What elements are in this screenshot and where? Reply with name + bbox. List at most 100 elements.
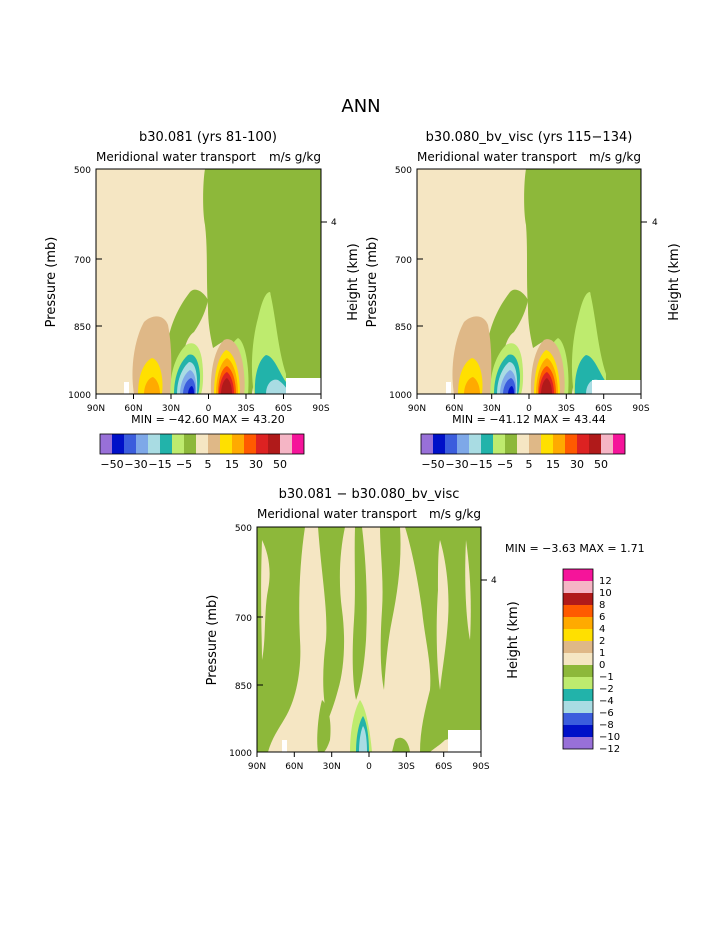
panel-3-subtitle: Meridional water transport xyxy=(257,507,417,521)
y-tick-label: 1000 xyxy=(229,749,252,759)
figure-title: ANN xyxy=(341,96,380,117)
contour-fill xyxy=(221,378,232,394)
colorbar-swatch xyxy=(160,434,172,454)
colorbar-swatch xyxy=(469,434,481,454)
panel-1-contours xyxy=(96,169,321,394)
x-tick-label: 30S xyxy=(237,404,254,414)
panel-2-subtitle: Meridional water transport xyxy=(417,150,577,164)
colorbar-label: −15 xyxy=(469,458,492,471)
x-tick-label: 30S xyxy=(398,762,415,772)
y-tick-label: 850 xyxy=(235,682,252,692)
contour-fill xyxy=(541,378,552,394)
colorbar-label: −8 xyxy=(599,720,614,731)
colorbar-label: 4 xyxy=(599,624,605,635)
right-tick-label: 4 xyxy=(491,576,497,586)
colorbar-label: 15 xyxy=(225,458,239,471)
y-tick-label: 700 xyxy=(74,256,91,266)
contour-fill xyxy=(380,527,401,690)
colorbar-label: 5 xyxy=(205,458,212,471)
y-tick-label: 500 xyxy=(74,166,91,176)
y-tick-label: 1000 xyxy=(389,391,412,401)
colorbar-swatch xyxy=(563,665,593,677)
colorbar-swatch xyxy=(100,434,112,454)
colorbar-swatch xyxy=(563,713,593,725)
colorbar-label: −50 xyxy=(100,458,123,471)
colorbar-label: 30 xyxy=(249,458,263,471)
y-tick-label: 1000 xyxy=(68,391,91,401)
colorbar-swatch xyxy=(563,653,593,665)
colorbar-swatch xyxy=(505,434,517,454)
y-tick-label: 850 xyxy=(74,323,91,333)
colorbar-label: −12 xyxy=(599,744,620,755)
colorbar-label: −15 xyxy=(148,458,171,471)
colorbar-swatch xyxy=(577,434,589,454)
x-tick-label: 60N xyxy=(124,404,142,414)
contour-fill xyxy=(317,700,331,752)
panel-2-ticks xyxy=(416,168,647,399)
colorbar-swatch xyxy=(601,434,613,454)
contour-fill xyxy=(203,169,321,394)
contour-fill xyxy=(352,527,367,700)
colorbar-swatch xyxy=(481,434,493,454)
colorbar-swatch xyxy=(529,434,541,454)
x-tick-label: 90N xyxy=(248,762,266,772)
y-tick-label: 500 xyxy=(395,166,412,176)
x-tick-label: 60S xyxy=(435,762,452,772)
y-tick-label: 700 xyxy=(235,614,252,624)
colorbar-label: 30 xyxy=(570,458,584,471)
x-tick-label: 60S xyxy=(275,404,292,414)
colorbar-swatch xyxy=(433,434,445,454)
colorbar-swatch xyxy=(244,434,256,454)
colorbar-swatch xyxy=(457,434,469,454)
colorbar-swatch xyxy=(292,434,304,454)
y-tick-label: 500 xyxy=(235,524,252,534)
right-tick-label: 4 xyxy=(331,218,337,228)
panel-3-units: m/s g/kg xyxy=(429,507,481,521)
colorbar-swatch xyxy=(553,434,565,454)
colorbar-label: −5 xyxy=(497,458,513,471)
panel-3: b30.081 − b30.080_bv_visc Meridional wat… xyxy=(205,487,645,772)
x-tick-label: 90N xyxy=(87,404,105,414)
colorbar-label: 50 xyxy=(273,458,287,471)
x-tick-label: 30N xyxy=(483,404,501,414)
contour-fill xyxy=(318,527,345,720)
x-tick-label: 0 xyxy=(206,404,212,414)
x-tick-label: 60S xyxy=(595,404,612,414)
colorbar-swatch xyxy=(563,737,593,749)
colorbar-swatch xyxy=(563,629,593,641)
panel-2: b30.080_bv_visc (yrs 115−134) Meridional… xyxy=(365,130,682,471)
y-axis-label-right: Height (km) xyxy=(506,601,521,678)
colorbar-swatch xyxy=(563,605,593,617)
colorbar xyxy=(420,433,626,455)
colorbar-swatch xyxy=(220,434,232,454)
right-tick-label: 4 xyxy=(652,218,658,228)
colorbar-swatch xyxy=(541,434,553,454)
panel-3-contours xyxy=(257,527,481,752)
x-tick-label: 0 xyxy=(526,404,532,414)
colorbar-swatch xyxy=(563,581,593,593)
y-tick-label: 700 xyxy=(395,256,412,266)
contour-fill xyxy=(188,386,194,394)
colorbar-label: 2 xyxy=(599,636,605,647)
colorbar-label: −6 xyxy=(599,708,614,719)
contour-fill xyxy=(446,382,451,394)
colorbar-swatch xyxy=(256,434,268,454)
stats-text: MIN = −42.60 MAX = 43.20 xyxy=(131,413,285,426)
panel-1-ticks xyxy=(95,168,327,399)
colorbar-swatch xyxy=(517,434,529,454)
colorbar-swatch xyxy=(563,701,593,713)
colorbar-label: 10 xyxy=(599,588,612,599)
panel-1-title: b30.081 (yrs 81-100) xyxy=(139,130,277,145)
panel-1: b30.081 (yrs 81-100) Meridional water tr… xyxy=(44,130,361,471)
colorbar-swatch xyxy=(208,434,220,454)
colorbar-swatch xyxy=(563,725,593,737)
colorbar-label: −30 xyxy=(445,458,468,471)
colorbar-swatch xyxy=(493,434,505,454)
colorbar-swatch xyxy=(589,434,601,454)
contour-fill xyxy=(282,740,287,752)
colorbar-swatch xyxy=(136,434,148,454)
colorbar-label: −4 xyxy=(599,696,614,707)
panel-3-title: b30.081 − b30.080_bv_visc xyxy=(279,487,460,502)
colorbar-label: 15 xyxy=(546,458,560,471)
